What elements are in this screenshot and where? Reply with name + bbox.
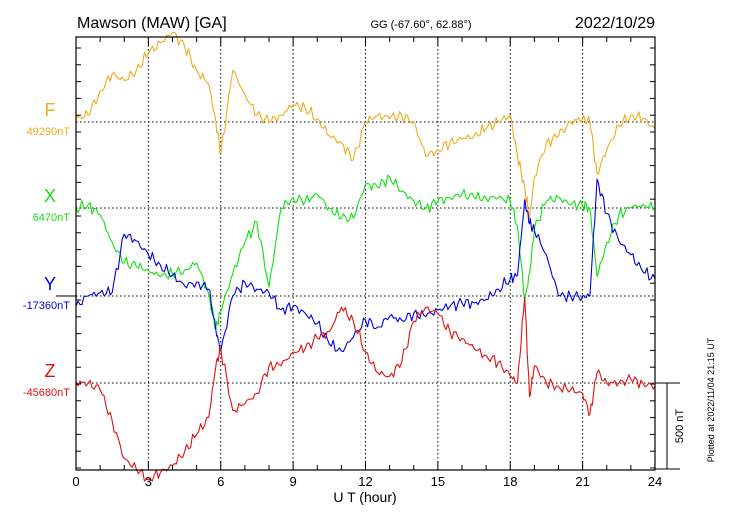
series-name-z: Z [45, 361, 56, 381]
x-tick-label: 6 [217, 474, 224, 489]
x-tick-label: 0 [72, 474, 79, 489]
scale-bar: 500 nT [655, 382, 686, 470]
series-baseline-x: 6470nT [33, 212, 71, 224]
series-line-f [75, 31, 656, 219]
series-baseline-y: -17360nT [23, 300, 70, 312]
grid-lines [76, 37, 655, 470]
x-tick-label: 18 [503, 474, 517, 489]
series-labels: F 49290nT X 6470nT Y -17360nT Z -45680nT [23, 100, 70, 399]
series-baseline-f: 49290nT [27, 126, 71, 138]
plotted-timestamp: Plotted at 2022/11/04 21:15 UT [706, 337, 716, 462]
x-tick-label: 12 [358, 474, 372, 489]
series-baseline-z: -45680nT [23, 387, 70, 399]
station-title: Mawson (MAW) [GA] [77, 15, 227, 32]
x-tick-label: 3 [145, 474, 152, 489]
series-name-y: Y [44, 274, 56, 294]
x-tick-label: 15 [431, 474, 445, 489]
x-tick-label: 9 [290, 474, 297, 489]
series-layer [75, 31, 656, 482]
series-name-f: F [45, 100, 56, 120]
series-line-y [75, 178, 656, 353]
series-line-z [75, 296, 656, 482]
series-name-x: X [44, 186, 56, 206]
scale-bar-label: 500 nT [674, 409, 686, 444]
date-label: 2022/10/29 [575, 15, 655, 32]
x-tick-label: 21 [575, 474, 589, 489]
series-line-x [75, 174, 656, 329]
x-tick-label: 24 [648, 474, 662, 489]
x-axis-label: U T (hour) [333, 489, 396, 505]
axis-ticks [56, 37, 680, 470]
coordinates-label: GG (-67.60°, 62.88°) [370, 19, 471, 31]
x-tick-labels: 0 3 6 9 12 15 18 21 24 [72, 474, 662, 489]
